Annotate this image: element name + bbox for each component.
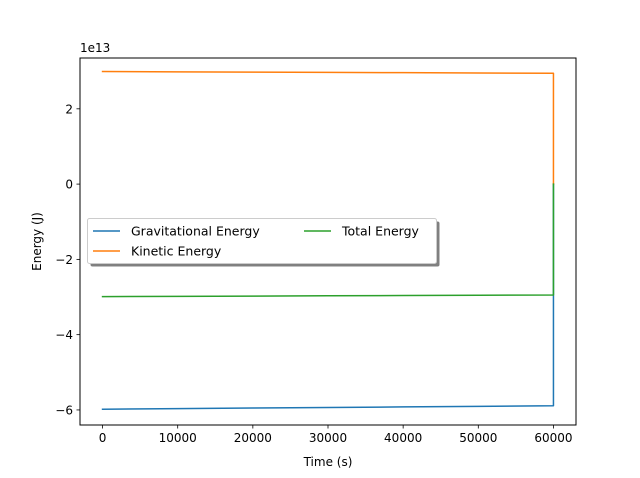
legend-label-1: Kinetic Energy — [131, 244, 222, 259]
y-tick-label-3: 0 — [65, 178, 73, 192]
offset-label: 1e13 — [80, 41, 110, 55]
legend-label-0: Gravitational Energy — [131, 224, 260, 239]
x-tick-label-5: 50000 — [459, 431, 497, 445]
y-tick-label-2: −2 — [55, 253, 73, 267]
x-tick-label-1: 10000 — [159, 431, 197, 445]
y-axis-label: Energy (J) — [30, 212, 44, 271]
series-layer — [101, 70, 555, 410]
legend-box — [87, 218, 437, 264]
legend-items: Gravitational Energy Kinetic Energy Total … — [93, 224, 420, 259]
ticks-layer: 0 10000 20000 30000 40000 50000 60000 −6 −4 −2 0 2 — [55, 102, 572, 445]
x-tick-label-6: 60000 — [534, 431, 572, 445]
x-tick-label-3: 30000 — [309, 431, 347, 445]
series-line-0 — [101, 183, 555, 410]
series-line-1 — [101, 70, 555, 185]
legend-label-2: Total Energy — [341, 224, 420, 239]
x-tick-label-4: 40000 — [384, 431, 422, 445]
legend: Gravitational Energy Kinetic Energy Total … — [87, 218, 440, 267]
x-axis-label: Time (s) — [303, 455, 353, 469]
y-tick-label-1: −4 — [55, 328, 73, 342]
y-tick-label-0: −6 — [55, 403, 73, 417]
series-line-2 — [101, 183, 555, 298]
x-tick-label-0: 0 — [99, 431, 107, 445]
x-tick-label-2: 20000 — [234, 431, 272, 445]
y-tick-label-4: 2 — [65, 102, 73, 116]
